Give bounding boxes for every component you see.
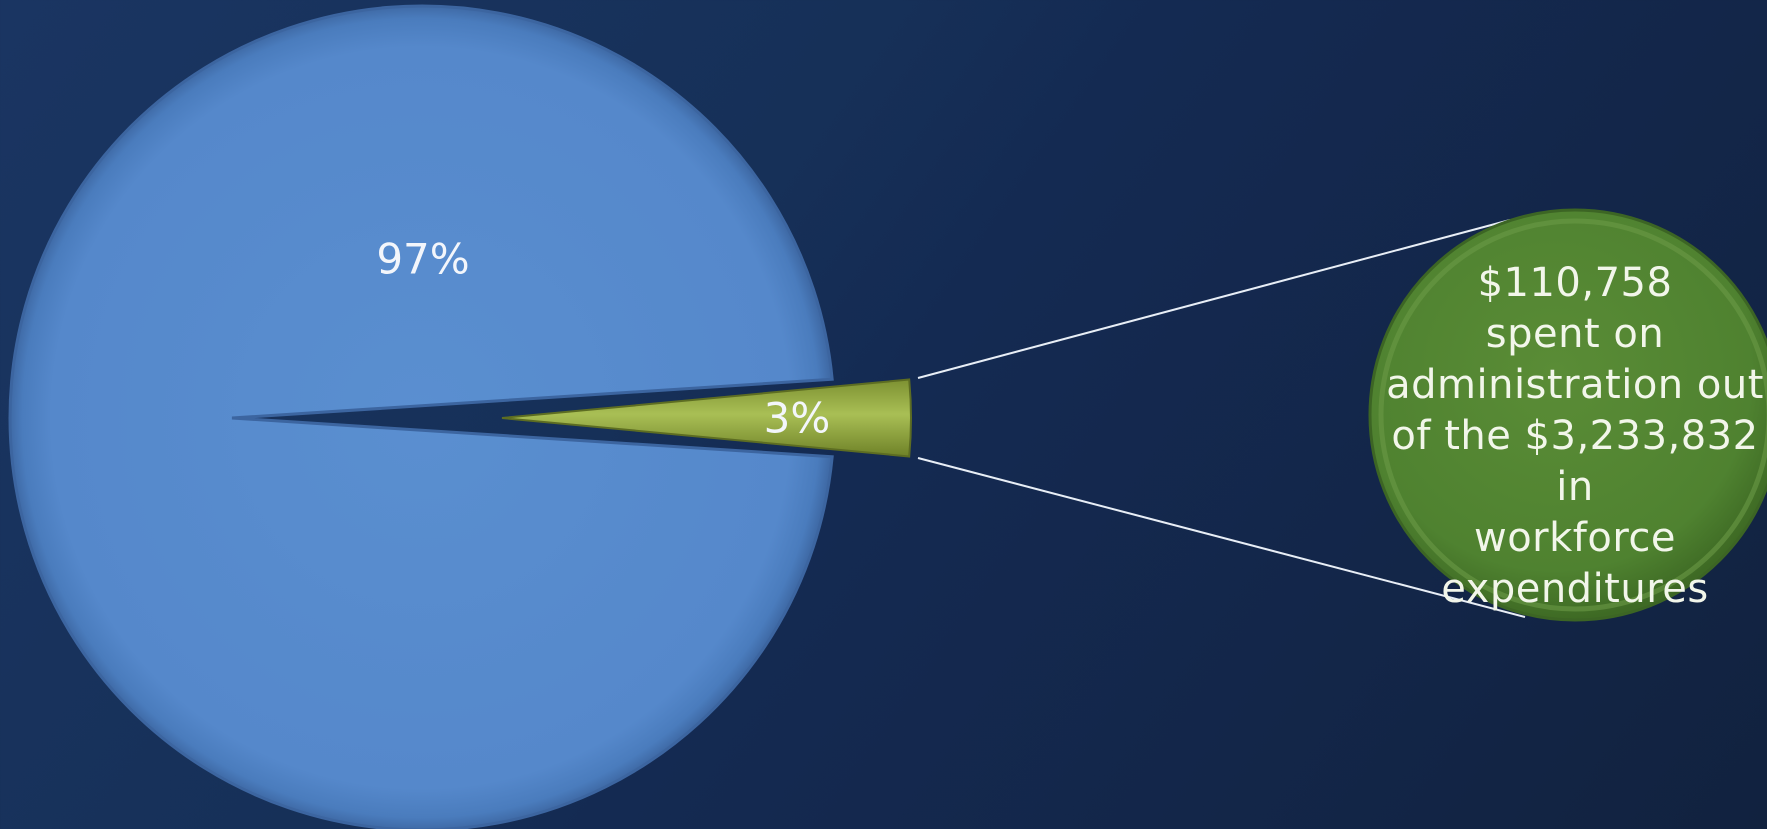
callout-circle xyxy=(1368,208,1767,622)
pie-label-3: 3% xyxy=(764,394,831,443)
callout-leader-bottom xyxy=(917,457,1526,618)
callout-leader-top xyxy=(917,219,1511,379)
callout-circle-highlight xyxy=(1378,218,1767,612)
pie-slice-3 xyxy=(501,378,912,458)
pie-label-97: 97% xyxy=(376,235,469,284)
callout-text: $110,758 spent on administration out of … xyxy=(1386,260,1764,612)
pie-slice-97 xyxy=(8,4,834,829)
